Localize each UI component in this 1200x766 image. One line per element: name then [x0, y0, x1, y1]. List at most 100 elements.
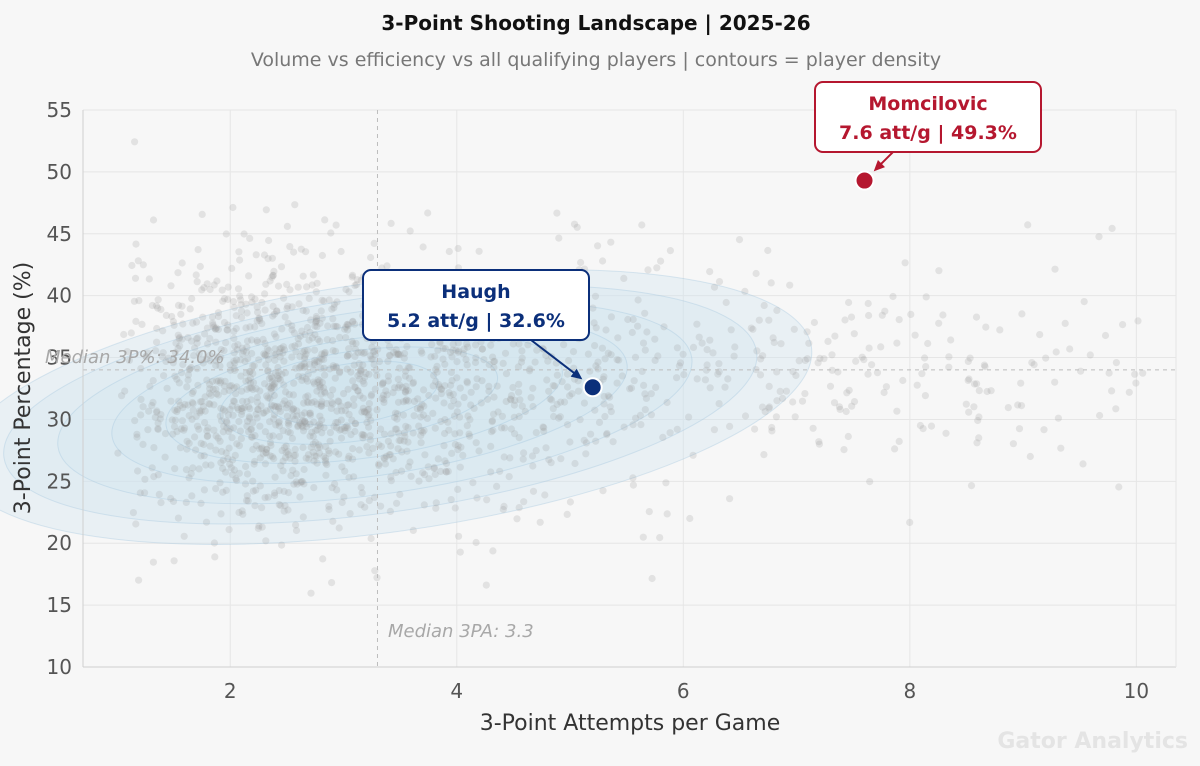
scatter-point [437, 390, 445, 398]
scatter-point [420, 501, 428, 509]
scatter-point [217, 510, 225, 518]
scatter-point [247, 379, 255, 387]
scatter-point [292, 521, 300, 529]
scatter-point [275, 433, 283, 441]
scatter-point [322, 443, 330, 451]
scatter-point [345, 474, 353, 482]
scatter-point [280, 294, 288, 302]
scatter-point [553, 400, 561, 408]
scatter-point [520, 449, 528, 457]
scatter-point [175, 379, 183, 387]
scatter-point [265, 347, 273, 355]
scatter-point [454, 400, 462, 408]
scatter-point [389, 389, 397, 397]
scatter-point [398, 383, 406, 391]
scatter-point [148, 301, 156, 310]
scatter-point [417, 413, 425, 421]
scatter-point [419, 411, 428, 419]
scatter-point [673, 374, 681, 382]
scatter-point [220, 382, 229, 390]
y-tick-label: 25 [47, 469, 72, 493]
scatter-point [358, 430, 366, 439]
scatter-point [446, 348, 455, 356]
scatter-point [296, 418, 304, 427]
scatter-point [557, 455, 565, 463]
scatter-point [262, 206, 270, 214]
scatter-point [266, 432, 274, 440]
scatter-point [278, 325, 286, 333]
scatter-point [1108, 224, 1116, 232]
scatter-point [325, 505, 333, 514]
scatter-point [873, 369, 882, 377]
scatter-point [765, 316, 773, 324]
scatter-point [224, 455, 232, 463]
scatter-point [239, 350, 247, 358]
scatter-point [321, 348, 329, 357]
y-tick-label: 15 [47, 593, 72, 617]
scatter-point [419, 428, 427, 436]
scatter-point [529, 462, 537, 470]
scatter-point [253, 317, 261, 325]
scatter-point [191, 344, 199, 352]
scatter-point [233, 346, 241, 354]
scatter-point [290, 451, 298, 459]
scatter-point [288, 326, 296, 334]
scatter-point [680, 371, 688, 379]
scatter-point [401, 388, 410, 396]
scatter-point [440, 399, 448, 407]
scatter-point [291, 451, 299, 459]
scatter-point [148, 464, 156, 472]
scatter-point [845, 298, 853, 307]
scatter-point [639, 339, 648, 347]
scatter-point [271, 403, 279, 411]
scatter-point [231, 342, 239, 350]
scatter-point [198, 355, 206, 363]
scatter-point [270, 455, 278, 463]
scatter-point [1015, 425, 1024, 433]
scatter-point [188, 415, 196, 423]
scatter-point [303, 377, 312, 385]
scatter-point [580, 436, 588, 444]
scatter-point [185, 474, 193, 482]
scatter-point [235, 442, 243, 450]
scatter-point [261, 351, 269, 359]
scatter-point [244, 403, 253, 411]
scatter-point [177, 369, 186, 377]
scatter-point [942, 429, 950, 437]
scatter-point [322, 459, 330, 467]
scatter-point [620, 423, 628, 431]
scatter-point [351, 383, 359, 391]
scatter-point [314, 335, 322, 343]
scatter-point [1036, 331, 1044, 339]
scatter-point [515, 434, 523, 442]
scatter-point [460, 345, 468, 353]
scatter-point [604, 392, 612, 400]
scatter-point [131, 274, 140, 282]
scatter-point [344, 321, 352, 330]
scatter-point [342, 424, 350, 432]
scatter-point [935, 319, 943, 327]
scatter-point [301, 353, 309, 361]
scatter-point [397, 436, 405, 444]
scatter-point [899, 376, 907, 385]
scatter-point [391, 384, 399, 392]
scatter-point [970, 403, 978, 411]
scatter-point [469, 479, 477, 487]
scatter-point [640, 381, 648, 389]
scatter-point [274, 372, 282, 380]
scatter-point [189, 406, 197, 414]
scatter-point [246, 414, 254, 422]
scatter-point [927, 422, 936, 430]
scatter-point [724, 375, 732, 383]
scatter-point [563, 510, 571, 518]
scatter-point [164, 354, 172, 362]
scatter-point [268, 378, 276, 386]
scatter-point [478, 345, 486, 353]
scatter-point [543, 376, 551, 384]
scatter-point [230, 397, 238, 405]
scatter-point [491, 357, 499, 365]
scatter-point [387, 430, 395, 438]
y-tick-label: 20 [47, 531, 72, 555]
scatter-point [566, 498, 575, 506]
